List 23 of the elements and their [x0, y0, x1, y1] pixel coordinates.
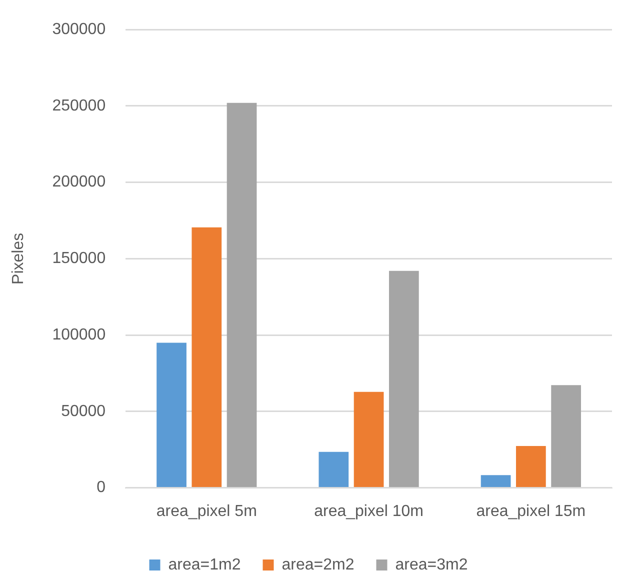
y-axis-title: Pixeles — [10, 232, 28, 284]
legend-label: area=2m2 — [282, 556, 354, 574]
y-tick-label: 150000 — [52, 250, 106, 268]
y-tick-label: 50000 — [61, 402, 106, 420]
bar — [388, 270, 419, 488]
bar — [226, 102, 257, 488]
y-tick-label: 200000 — [52, 174, 106, 191]
bar — [480, 475, 511, 488]
x-tick-label: area_pixel 10m — [314, 502, 424, 520]
y-tick-label: 0 — [96, 479, 106, 496]
bar — [551, 385, 581, 488]
bar — [318, 452, 349, 488]
legend-label: area=3m2 — [395, 556, 468, 574]
y-tick-label: 100000 — [52, 326, 106, 344]
bar — [354, 392, 384, 488]
y-tick-label: 300000 — [52, 21, 106, 38]
x-tick-label: area_pixel 15m — [476, 502, 586, 520]
bar — [156, 342, 186, 488]
legend-label: area=1m2 — [168, 556, 241, 574]
x-tick-label: area_pixel 5m — [156, 502, 257, 520]
bar — [516, 446, 546, 488]
bar — [192, 227, 222, 488]
y-tick-label: 250000 — [52, 97, 106, 114]
